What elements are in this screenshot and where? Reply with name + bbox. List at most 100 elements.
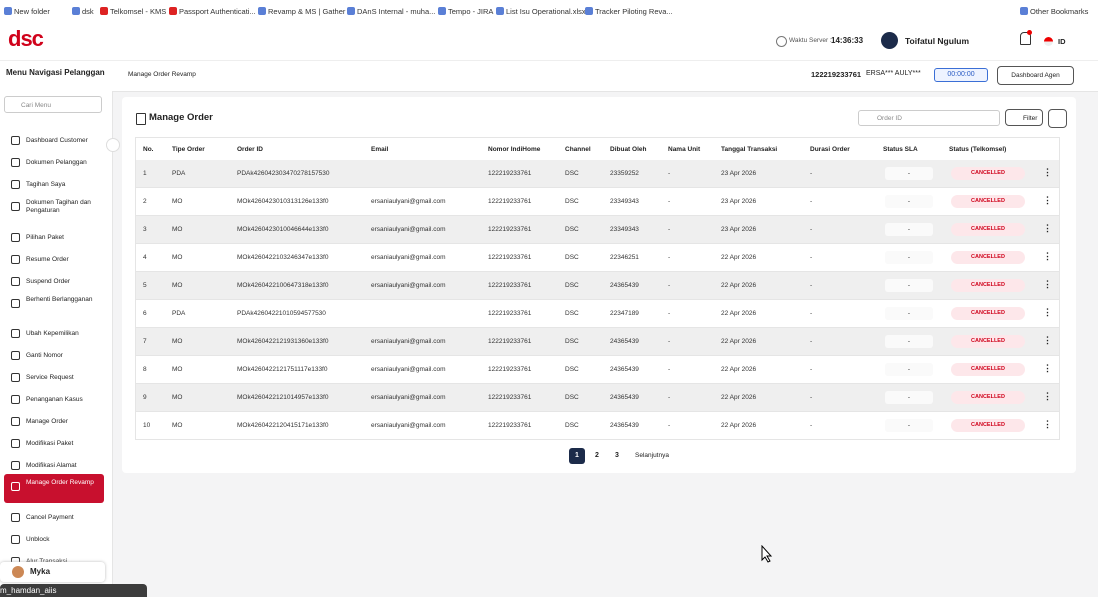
menu-item[interactable]: Dokumen Tagihan dan Pengaturan xyxy=(26,199,91,214)
dashboard-agen-button[interactable]: Dashboard Agen xyxy=(997,66,1074,85)
bookmark-icon xyxy=(4,7,12,15)
column-header[interactable]: Status SLA xyxy=(883,146,918,153)
row-menu[interactable]: ⋮ xyxy=(1043,335,1052,345)
menu-item[interactable]: Alur Transaksi xyxy=(26,558,98,566)
cell: 24365439 xyxy=(610,394,639,401)
order-search[interactable]: Order ID xyxy=(858,110,1000,126)
cell: - xyxy=(810,170,813,177)
bookmark[interactable]: Tempo - JIRA xyxy=(448,7,494,16)
column-header[interactable]: Status (Telkomsel) xyxy=(949,146,1007,153)
bookmark[interactable]: dsk xyxy=(82,7,94,16)
menu-icon xyxy=(11,461,20,470)
menu-item[interactable]: Tagihan Saya xyxy=(26,181,66,188)
menu-item[interactable]: Dokumen Pelanggan xyxy=(26,159,87,166)
row-menu[interactable]: ⋮ xyxy=(1043,279,1052,289)
bookmark[interactable]: List Isu Operational.xlsx xyxy=(506,7,586,16)
menu-item[interactable]: Cancel Payment xyxy=(26,514,74,521)
menu-item[interactable]: Unblock xyxy=(26,536,50,543)
menu-icon xyxy=(11,299,20,308)
bookmark[interactable]: Passport Authenticati... xyxy=(179,7,256,16)
sla-chip: - xyxy=(885,223,933,236)
bookmark-icon xyxy=(169,7,177,15)
column-header[interactable]: Durasi Order xyxy=(810,146,850,153)
menu-item[interactable]: Berhenti Berlangganan xyxy=(26,296,93,303)
row-menu[interactable]: ⋮ xyxy=(1043,363,1052,373)
column-header[interactable]: Tipe Order xyxy=(172,146,205,153)
row-menu[interactable]: ⋮ xyxy=(1043,419,1052,429)
active-menu-bg xyxy=(4,474,104,503)
assistant-widget[interactable]: Myka xyxy=(0,562,105,582)
row-menu[interactable]: ⋮ xyxy=(1043,195,1052,205)
cell: 1 xyxy=(143,170,147,177)
menu-item[interactable]: Ubah Kepemilikan xyxy=(26,330,79,337)
cell: PDAk426042303470278157530 xyxy=(237,170,330,177)
menu-item[interactable]: Ganti Nomor xyxy=(26,352,63,359)
row-menu[interactable]: ⋮ xyxy=(1043,223,1052,233)
column-header[interactable]: Nama Unit xyxy=(668,146,701,153)
bookmark[interactable]: DAnS Internal - muha... xyxy=(357,7,436,16)
bookmark-icon xyxy=(496,7,504,15)
bookmark[interactable]: Revamp & MS | Gather xyxy=(268,7,346,16)
cell: - xyxy=(810,226,813,233)
cell: 122219233761 xyxy=(488,254,532,261)
page-button[interactable]: 2 xyxy=(595,452,599,459)
user-name[interactable]: Toifatul Ngulum xyxy=(905,36,970,46)
cell: 122219233761 xyxy=(488,282,532,289)
cell: 122219233761 xyxy=(488,226,532,233)
timer: 00:00:00 xyxy=(934,68,988,82)
column-header[interactable]: Channel xyxy=(565,146,591,153)
column-header[interactable]: Order ID xyxy=(237,146,264,153)
page-button[interactable]: 1 xyxy=(569,448,585,464)
row-menu[interactable]: ⋮ xyxy=(1043,307,1052,317)
menu-search[interactable]: Cari Menu xyxy=(4,96,102,113)
cursor xyxy=(761,545,773,563)
row-menu[interactable]: ⋮ xyxy=(1043,167,1052,177)
column-header[interactable]: Tanggal Transaksi xyxy=(721,146,778,153)
status-chip: CANCELLED xyxy=(951,279,1025,292)
menu-item[interactable]: Manage Order xyxy=(26,418,68,425)
cell: DSC xyxy=(565,170,579,177)
column-header[interactable]: Email xyxy=(371,146,389,153)
badge xyxy=(1027,30,1032,35)
menu-item[interactable]: Resume Order xyxy=(26,256,69,263)
customer-name: ERSA*** AULY*** xyxy=(866,70,921,77)
cell: - xyxy=(810,366,813,373)
cell: 22 Apr 2026 xyxy=(721,310,757,317)
menu-item[interactable]: Pilihan Paket xyxy=(26,234,64,241)
cell: 122219233761 xyxy=(488,422,532,429)
column-header[interactable]: Nomor IndiHome xyxy=(488,146,541,153)
sla-chip: - xyxy=(885,279,933,292)
next-page[interactable]: Selanjutnya xyxy=(635,452,669,459)
bell[interactable] xyxy=(1020,32,1031,45)
bookmark[interactable]: Tracker Piloting Reva... xyxy=(595,7,673,16)
menu-item[interactable]: Modifikasi Paket xyxy=(26,440,74,447)
menu-item[interactable]: Penanganan Kasus xyxy=(26,396,83,403)
page-button[interactable]: 3 xyxy=(615,452,619,459)
bookmark[interactable]: Other Bookmarks xyxy=(1030,7,1089,16)
menu-item[interactable]: Suspend Order xyxy=(26,278,71,285)
bookmark[interactable]: Telkomsel - KMS xyxy=(110,7,167,16)
menu-item[interactable]: Modifikasi Alamat xyxy=(26,462,77,469)
cell: - xyxy=(810,338,813,345)
cell: 23349343 xyxy=(610,226,639,233)
bookmark[interactable]: New folder xyxy=(14,7,50,16)
flag xyxy=(1044,37,1053,46)
cell: MO xyxy=(172,394,183,401)
menu-item[interactable]: Service Request xyxy=(26,374,74,381)
row-menu[interactable]: ⋮ xyxy=(1043,391,1052,401)
filter-button[interactable]: Filter xyxy=(1005,109,1043,126)
row-menu[interactable]: ⋮ xyxy=(1043,251,1052,261)
menu-icon xyxy=(11,136,20,145)
column-header[interactable]: Dibuat Oleh xyxy=(610,146,647,153)
status-chip: CANCELLED xyxy=(951,419,1025,432)
menu-item[interactable]: Manage Order Revamp xyxy=(26,479,94,486)
taskbar-tab[interactable]: m_hamdan_aiis xyxy=(0,584,147,597)
menu-item[interactable]: Dashboard Customer xyxy=(26,137,88,144)
column-header[interactable]: No. xyxy=(143,146,154,153)
lang[interactable]: ID xyxy=(1058,37,1066,46)
cell: 23359252 xyxy=(610,170,639,177)
refresh-button[interactable] xyxy=(1048,109,1067,128)
collapse-toggle[interactable] xyxy=(106,138,120,152)
cell: MO xyxy=(172,366,183,373)
cell: 22 Apr 2026 xyxy=(721,282,757,289)
